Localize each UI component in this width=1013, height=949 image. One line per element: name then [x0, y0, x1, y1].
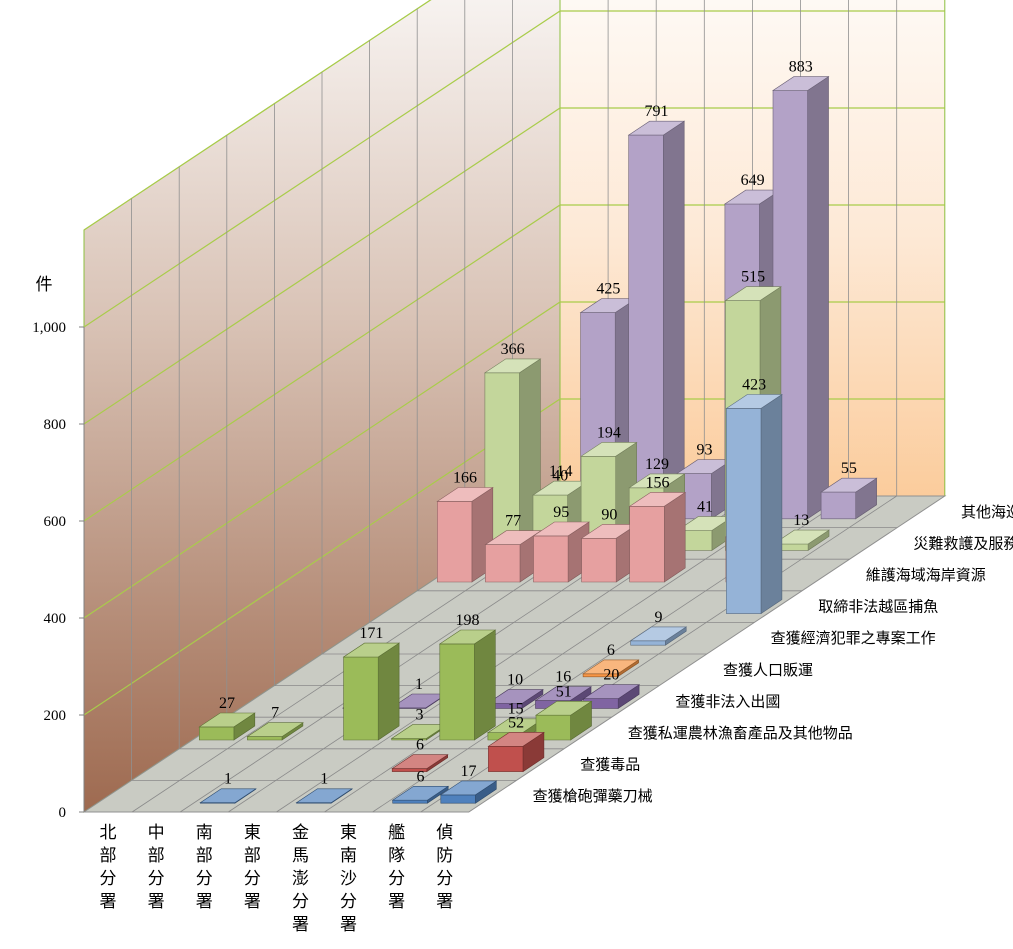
data-label: 198	[456, 612, 480, 629]
series-label: 其他海巡績效	[961, 504, 1013, 521]
x-tick-label: 偵防分署	[436, 823, 453, 911]
bar: 17	[439, 763, 498, 804]
bar: 791	[627, 103, 686, 520]
data-label: 51	[556, 683, 572, 700]
data-label: 17	[461, 763, 477, 780]
x-tick-label: 艦隊分署	[388, 823, 405, 911]
x-tick-label: 金馬澎分署	[292, 823, 309, 934]
data-label: 52	[508, 714, 524, 731]
series-label: 查獲經濟犯罪之專案工作	[771, 629, 936, 647]
data-label: 90	[601, 506, 617, 523]
bar: 166	[436, 469, 494, 583]
y-tick-label: 600	[44, 514, 67, 530]
bar: 423	[725, 376, 783, 615]
x-tick-label: 中部分署	[148, 823, 165, 911]
bar: 51	[535, 683, 593, 741]
data-label: 27	[219, 695, 235, 712]
gridline	[83, 10, 945, 328]
data-label: 171	[359, 625, 383, 642]
gridline	[83, 0, 432, 231]
bar: 366	[483, 341, 542, 551]
data-label: 129	[645, 456, 669, 473]
x-tick-label: 北部分署	[100, 823, 117, 911]
y-tick-label: 800	[44, 417, 67, 433]
data-label: 7	[271, 705, 279, 722]
series-label: 查獲槍砲彈藥刀械	[533, 788, 653, 805]
series-label: 查獲毒品	[580, 757, 640, 774]
bar: 1	[199, 771, 257, 804]
y-axis-label: 件	[36, 275, 53, 294]
data-label: 55	[841, 460, 857, 477]
bar: 20	[582, 667, 641, 709]
y-tick-label: 200	[44, 708, 67, 724]
data-label: 156	[645, 474, 669, 491]
data-label: 649	[741, 172, 765, 189]
bar: 6	[582, 642, 640, 678]
y-tick-label: 400	[44, 611, 67, 627]
floor-gridline	[324, 495, 801, 813]
bar: 7	[246, 705, 304, 741]
series-label: 查獲人口販運	[723, 662, 813, 679]
x-tick-label: 東部分署	[244, 823, 261, 911]
bar: 55	[820, 460, 878, 520]
data-label: 791	[644, 103, 668, 120]
series-label: 災難救護及服務工作	[913, 535, 1013, 552]
series-label: 維護海域海岸資源	[866, 567, 986, 584]
data-label: 1	[320, 771, 328, 788]
x-tick-label: 南部分署	[196, 823, 213, 911]
y-tick-label: 1,000	[32, 320, 66, 336]
data-label: 883	[789, 59, 813, 76]
bar: 198	[438, 612, 497, 741]
data-label: 41	[697, 499, 713, 516]
bar: 6	[391, 737, 449, 773]
bar: 6	[391, 768, 450, 804]
series-label: 查獲私運農林漁畜產品及其他物品	[628, 725, 853, 742]
data-label: 194	[597, 424, 621, 441]
series-label: 取締非法越區捕魚	[818, 599, 938, 616]
data-label: 114	[549, 463, 572, 480]
data-label: 77	[505, 513, 521, 530]
data-label: 1	[224, 771, 232, 788]
bar: 27	[198, 695, 256, 741]
data-label: 6	[416, 737, 424, 754]
data-label: 9	[654, 609, 662, 626]
data-label: 6	[607, 642, 615, 659]
data-label: 13	[793, 512, 809, 529]
data-label: 95	[553, 504, 569, 521]
data-label: 3	[415, 707, 423, 724]
data-label: 423	[742, 376, 766, 393]
x-tick-label: 東南沙分署	[340, 823, 357, 934]
data-label: 6	[416, 768, 424, 785]
data-label: 366	[501, 341, 525, 358]
data-label: 515	[741, 269, 765, 286]
data-label: 40	[552, 467, 568, 484]
data-label: 1	[415, 676, 423, 693]
data-label: 20	[603, 667, 619, 684]
series-label: 查獲非法入出國	[675, 693, 780, 710]
bar: 10	[486, 672, 544, 709]
data-label: 166	[453, 469, 477, 486]
bar: 52	[487, 714, 545, 773]
bar: 171	[342, 625, 401, 741]
data-label: 425	[596, 281, 620, 298]
y-tick-label: 0	[59, 805, 67, 821]
data-label: 16	[555, 669, 571, 686]
data-label: 93	[697, 442, 713, 459]
bar: 9	[629, 609, 688, 646]
data-label: 15	[508, 701, 524, 718]
data-label: 10	[507, 672, 523, 689]
bar: 156	[628, 474, 687, 583]
bar: 1	[295, 771, 353, 804]
